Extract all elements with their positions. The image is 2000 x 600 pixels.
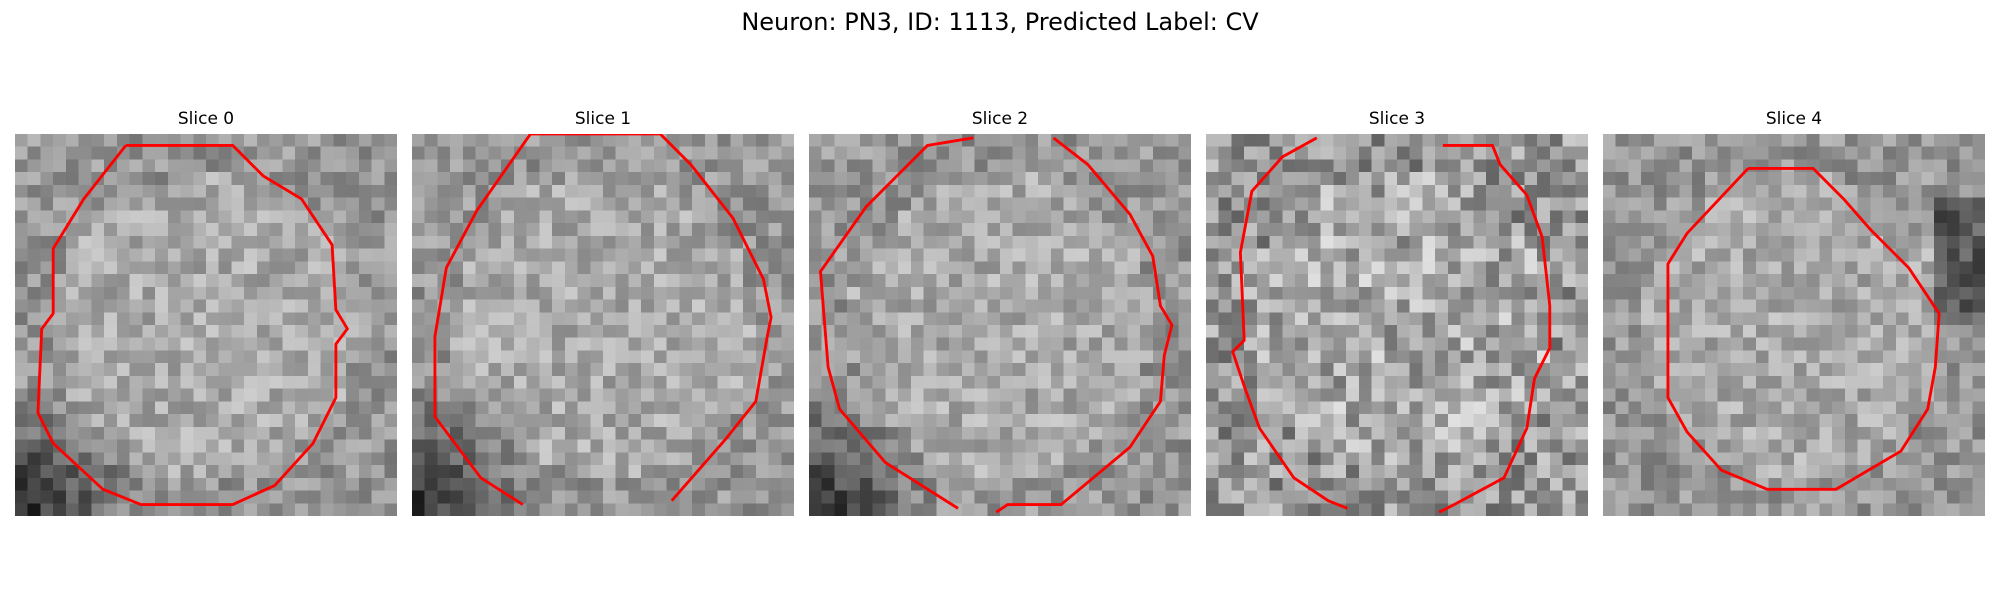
pixel-grid bbox=[809, 134, 1191, 516]
slice-image-0 bbox=[15, 134, 397, 516]
slice-image-4 bbox=[1603, 134, 1985, 516]
slice-title-4: Slice 4 bbox=[1765, 109, 1823, 129]
slice-image-2 bbox=[809, 134, 1191, 516]
slice-title-2: Slice 2 bbox=[971, 109, 1029, 129]
contour-line-0 bbox=[530, 134, 773, 502]
slice-image-3 bbox=[1206, 134, 1588, 516]
slice-image-1 bbox=[412, 134, 794, 516]
slice-panel-2: Slice 2 bbox=[809, 108, 1191, 518]
contour-line-0 bbox=[818, 136, 974, 510]
contour-line-0 bbox=[1231, 136, 1348, 510]
slice-panel-4: Slice 4 bbox=[1603, 108, 1985, 518]
contour-line-1 bbox=[433, 134, 532, 506]
pixel-grid bbox=[412, 134, 794, 516]
contour-line-1 bbox=[995, 136, 1174, 514]
slice-title-3: Slice 3 bbox=[1368, 109, 1426, 129]
slice-panel-3: Slice 3 bbox=[1206, 108, 1588, 518]
pixel-grid bbox=[1206, 134, 1588, 516]
slice-panel-1: Slice 1 bbox=[412, 108, 794, 518]
slice-title-0: Slice 0 bbox=[177, 109, 235, 129]
contour-line-0 bbox=[1666, 166, 1941, 491]
slice-title-1: Slice 1 bbox=[574, 109, 632, 129]
slice-panels: Slice 0 Slice 1 Slice 2 Slice 3 Slice 4 bbox=[15, 108, 1985, 518]
contour-line-0 bbox=[36, 144, 350, 506]
pixel-grid bbox=[1603, 134, 1985, 516]
contour-line-1 bbox=[1438, 144, 1552, 514]
figure-title: Neuron: PN3, ID: 1113, Predicted Label: … bbox=[741, 8, 1259, 36]
slice-panel-0: Slice 0 bbox=[15, 108, 397, 518]
pixel-grid bbox=[15, 134, 397, 516]
